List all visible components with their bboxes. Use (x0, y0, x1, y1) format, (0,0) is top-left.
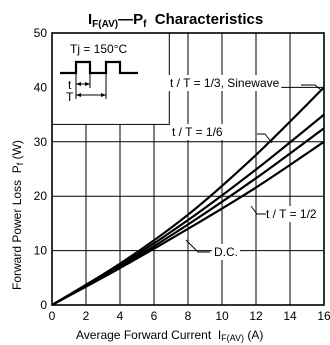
y-tick-label: 50 (34, 26, 48, 40)
y-tick-label: 40 (34, 80, 48, 94)
series-label-background (212, 244, 240, 260)
inset-temperature-label: Tj = 150°C (70, 42, 127, 56)
series-label-background (170, 124, 225, 140)
y-tick-label: 0 (40, 298, 47, 312)
series-labels: t / T = 1/3, Sinewave t / T = 1/6 t / T = … (168, 75, 322, 260)
inset-box (51, 32, 170, 125)
arrow-head (76, 82, 81, 86)
x-tick-label: 16 (317, 309, 330, 323)
y-tick-label: 20 (34, 189, 48, 203)
y-axis-label-sub: f (15, 162, 25, 165)
arrow-head (76, 93, 81, 97)
series-label-sinewave-1-3: t / T = 1/3, Sinewave (170, 76, 280, 90)
arrow-head (85, 82, 90, 86)
inset-t-label: t (68, 78, 72, 92)
title-rest: —P (118, 11, 143, 28)
x-tick-label: 2 (83, 309, 90, 323)
series-label-background (264, 206, 319, 222)
x-axis-label-text: Average Forward Current I (76, 328, 221, 342)
series-label-leader (257, 133, 273, 144)
x-tick-label: 4 (117, 309, 124, 323)
series-label-leader (185, 239, 210, 253)
series-curves (51, 86, 325, 306)
x-tick-label: 14 (283, 309, 297, 323)
series-line-dc (51, 140, 325, 306)
x-tick-label: 10 (215, 309, 229, 323)
series-label-1-2: t / T = 1/2 (266, 207, 317, 221)
series-label-leader (301, 84, 322, 91)
y-axis-label-text: Forward Power Loss P (10, 165, 24, 290)
x-axis-label-unit: (A) (244, 328, 263, 342)
x-axis-label-sub: F(AV) (221, 333, 244, 343)
x-tick-label: 6 (151, 309, 158, 323)
title-main: I (88, 11, 92, 28)
timing-inset: Tj = 150°C tT (51, 32, 170, 125)
y-axis-label-unit: (W) (10, 140, 24, 163)
pulse-waveform (60, 60, 138, 75)
inset-T-label: T (66, 90, 74, 104)
title-main-sub: F(AV) (92, 19, 118, 30)
tick-labels: 0 2 4 6 8 10 12 14 16 0 10 20 30 40 50 (34, 26, 330, 323)
series-label-1-6: t / T = 1/6 (172, 125, 223, 139)
arrow-head (101, 93, 106, 97)
title-rest-sub: f (143, 19, 147, 30)
series-label-background (168, 75, 282, 91)
y-tick-label: 30 (34, 135, 48, 149)
series-label-leader (250, 205, 266, 215)
x-axis-label: Average Forward Current IF(AV) (A) (76, 328, 263, 343)
chart-title: IF(AV)—Pf Characteristics (88, 11, 263, 30)
title-tail: Characteristics (146, 11, 263, 28)
x-tick-label: 0 (49, 309, 56, 323)
plot-frame (51, 32, 325, 306)
y-tick-label: 10 (34, 244, 48, 258)
x-tick-label: 12 (249, 309, 263, 323)
x-tick-label: 8 (185, 309, 192, 323)
series-label-dc: D.C. (214, 245, 238, 259)
y-axis-label: Forward Power Loss Pf (W) (10, 140, 25, 290)
